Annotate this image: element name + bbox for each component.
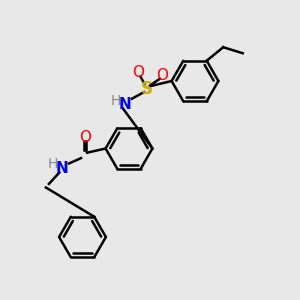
Text: N: N bbox=[119, 97, 132, 112]
Text: O: O bbox=[157, 68, 169, 83]
Text: H: H bbox=[111, 94, 121, 107]
Text: S: S bbox=[141, 80, 153, 98]
Text: O: O bbox=[133, 65, 145, 80]
Text: N: N bbox=[56, 160, 69, 175]
Text: O: O bbox=[79, 130, 91, 145]
Text: H: H bbox=[48, 158, 58, 171]
